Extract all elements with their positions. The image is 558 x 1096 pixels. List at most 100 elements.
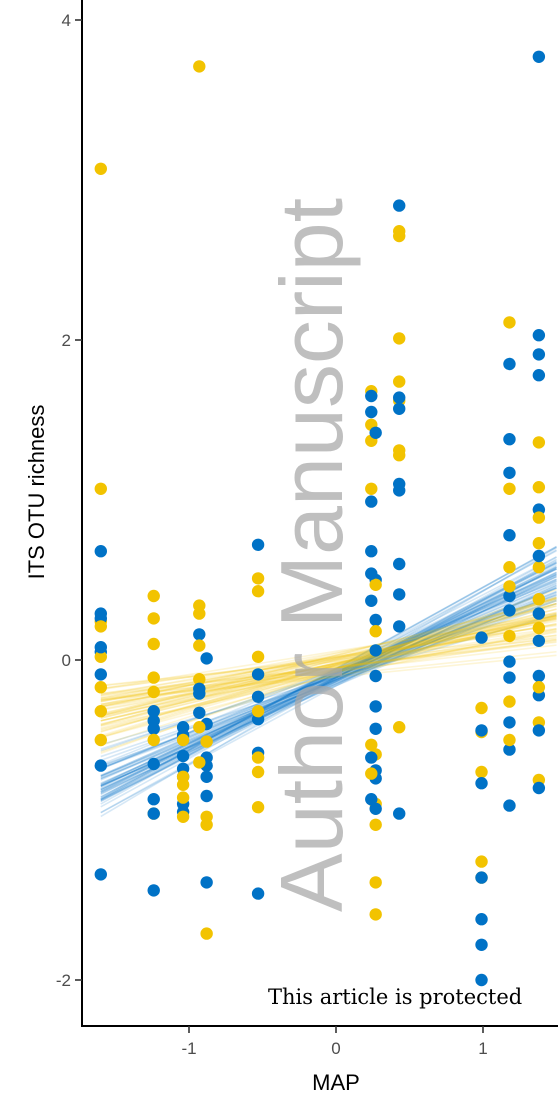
data-point	[503, 671, 516, 684]
data-point	[147, 807, 160, 820]
data-point	[251, 887, 265, 900]
data-point	[475, 701, 488, 715]
posterior-line	[100, 561, 557, 789]
data-point	[200, 876, 213, 889]
copyright-notice: This article is protected	[268, 985, 522, 1009]
posterior-line	[100, 599, 557, 770]
posterior-line	[100, 586, 557, 780]
posterior-line	[100, 573, 557, 777]
data-point	[503, 589, 516, 603]
posterior-line	[100, 580, 557, 770]
data-point	[193, 60, 206, 73]
data-point	[251, 751, 265, 764]
posterior-line	[100, 546, 557, 799]
posterior-line	[100, 602, 557, 717]
data-point	[475, 938, 488, 951]
posterior-line	[100, 566, 557, 786]
data-point	[369, 722, 382, 735]
posterior-line	[100, 547, 557, 818]
data-point	[475, 913, 488, 926]
posterior-line	[100, 631, 557, 711]
data-point	[532, 537, 546, 550]
data-point	[532, 634, 546, 647]
data-point	[94, 705, 108, 718]
data-point	[193, 673, 206, 686]
posterior-line	[100, 580, 557, 770]
posterior-line	[100, 650, 557, 701]
data-point	[393, 721, 406, 734]
posterior-line	[100, 550, 557, 799]
posterior-line	[100, 546, 557, 800]
posterior-line	[100, 594, 557, 769]
posterior-line	[100, 604, 557, 706]
posterior-line	[100, 608, 557, 722]
posterior-line	[100, 596, 557, 737]
data-point	[94, 759, 108, 772]
data-point	[94, 607, 108, 620]
posterior-line	[100, 581, 557, 784]
data-point	[94, 668, 108, 681]
data-points	[94, 50, 546, 987]
posterior-line	[100, 598, 557, 767]
data-point	[94, 620, 108, 633]
data-point	[365, 767, 378, 780]
posterior-line	[100, 591, 557, 777]
posterior-line	[100, 567, 557, 791]
data-point	[193, 721, 206, 734]
posterior-line	[100, 579, 557, 788]
data-point	[251, 690, 265, 703]
x-tick-label: 1	[478, 1039, 487, 1058]
posterior-line	[100, 596, 557, 762]
posterior-line	[100, 549, 557, 805]
data-point	[147, 637, 160, 651]
data-point	[251, 572, 265, 585]
posterior-line	[100, 584, 557, 791]
y-axis-title: ITS OTU richness	[24, 405, 49, 580]
data-point	[475, 765, 488, 779]
posterior-line	[100, 637, 557, 687]
data-point	[200, 818, 213, 831]
data-point	[365, 545, 378, 558]
posterior-line	[100, 600, 557, 750]
posterior-line	[100, 585, 557, 793]
posterior-line	[100, 644, 557, 700]
data-point	[147, 671, 160, 684]
data-point	[369, 802, 382, 815]
data-point	[176, 721, 190, 734]
posterior-line	[100, 597, 557, 738]
data-point	[475, 973, 488, 987]
posterior-line	[100, 634, 557, 687]
data-point	[147, 793, 160, 806]
y-tick-label: 4	[62, 11, 71, 30]
data-point	[251, 650, 265, 663]
data-point	[94, 868, 108, 881]
data-point	[365, 751, 378, 764]
axes	[81, 0, 558, 1027]
posterior-line	[100, 654, 557, 701]
data-point	[503, 733, 516, 747]
posterior-line	[100, 559, 557, 800]
data-point	[503, 716, 516, 729]
data-point	[94, 482, 108, 495]
posterior-line	[100, 602, 557, 733]
data-point	[251, 538, 265, 551]
data-point	[147, 612, 160, 625]
data-point	[94, 162, 108, 175]
posterior-line	[100, 587, 557, 769]
posterior-line	[100, 616, 557, 700]
data-point	[393, 557, 406, 571]
y-tick-label: 2	[62, 331, 71, 350]
posterior-line	[100, 596, 557, 726]
posterior-line	[100, 639, 557, 697]
posterior-line	[100, 567, 557, 801]
data-point	[503, 561, 516, 574]
data-point	[393, 402, 406, 415]
posterior-line	[100, 573, 557, 788]
data-point	[365, 738, 378, 751]
posterior-line	[100, 572, 557, 790]
data-point	[393, 391, 406, 404]
data-point	[147, 714, 160, 727]
ticks: -1 0 1 -2 0 2 4	[56, 11, 488, 1058]
data-point	[365, 482, 378, 495]
